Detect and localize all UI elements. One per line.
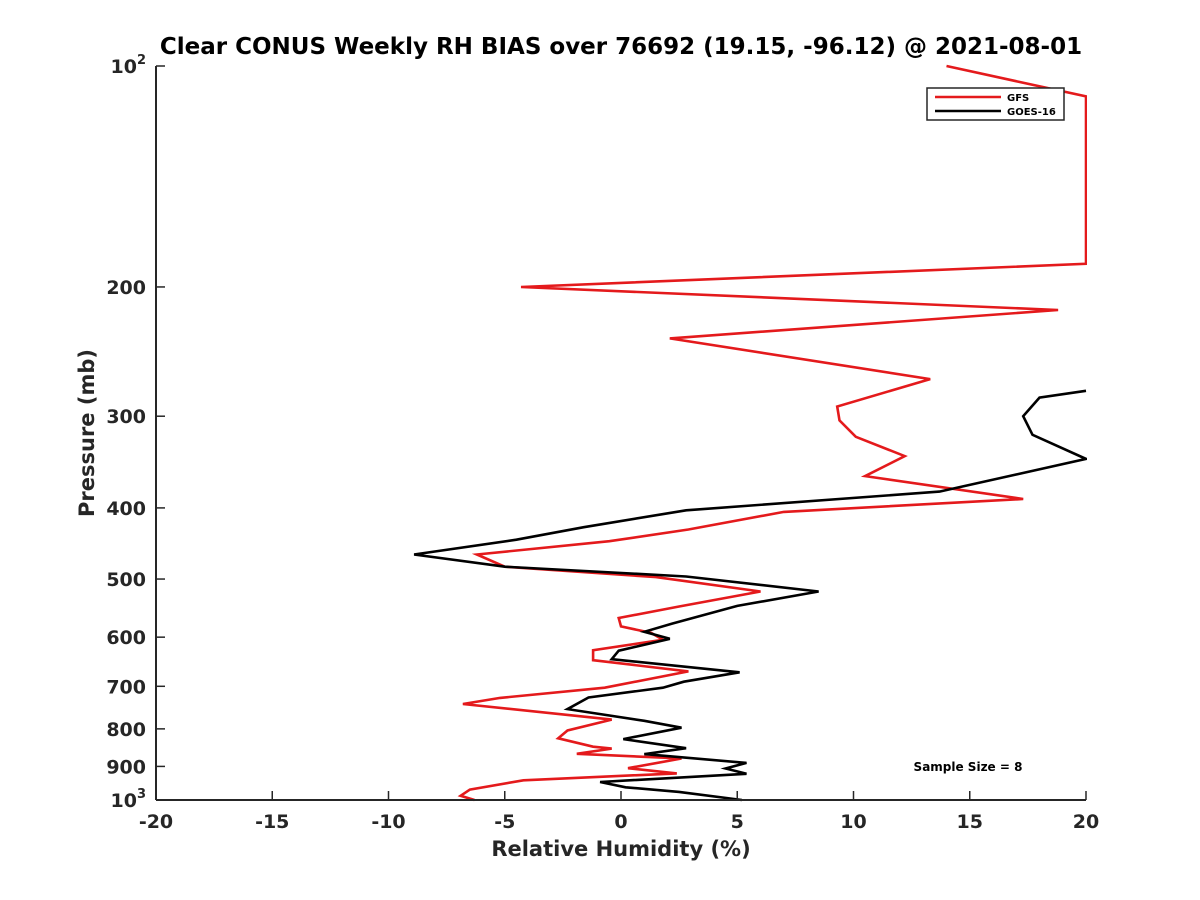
y-tick-label: 500 (106, 569, 146, 591)
plot-lines (413, 64, 1087, 802)
x-axis-label: Relative Humidity (%) (491, 837, 750, 861)
x-tick-label: 20 (1073, 811, 1099, 833)
y-tick-label: 800 (106, 719, 146, 741)
x-tick-label: 15 (957, 811, 983, 833)
x-tick-label: -15 (255, 811, 289, 833)
y-tick-label: 600 (106, 627, 146, 649)
y-tick-label: 900 (106, 756, 146, 778)
y-tick-label: 103 (111, 787, 147, 812)
y-axis-ticks: 102 200 300 400 500 600 700 800 900 103 (106, 53, 165, 812)
x-tick-label: 10 (840, 811, 866, 833)
y-tick-label: 700 (106, 676, 146, 698)
legend: GFS GOES-16 (926, 87, 1065, 121)
x-tick-label: -5 (494, 811, 515, 833)
x-tick-label: 5 (731, 811, 744, 833)
y-axis-label: Pressure (mb) (75, 349, 99, 517)
y-tick-label: 300 (106, 406, 146, 428)
x-tick-label: -10 (371, 811, 405, 833)
chart-title: Clear CONUS Weekly RH BIAS over 76692 (1… (160, 34, 1082, 60)
legend-box (926, 87, 1065, 121)
x-axis-ticks: -20 -15 -10 -5 0 5 10 15 20 (139, 791, 1099, 833)
legend-label-goes16: GOES-16 (1007, 107, 1056, 118)
sample-size-annotation: Sample Size = 8 (914, 760, 1023, 774)
y-tick-label: 400 (106, 498, 146, 520)
series-line-gfs (457, 64, 1087, 802)
x-tick-label: 0 (614, 811, 627, 833)
legend-label-gfs: GFS (1007, 93, 1029, 104)
y-tick-label: 102 (111, 53, 147, 78)
y-tick-label: 200 (106, 277, 146, 299)
series-line-goes-16 (413, 389, 1087, 802)
x-tick-label: -20 (139, 811, 173, 833)
